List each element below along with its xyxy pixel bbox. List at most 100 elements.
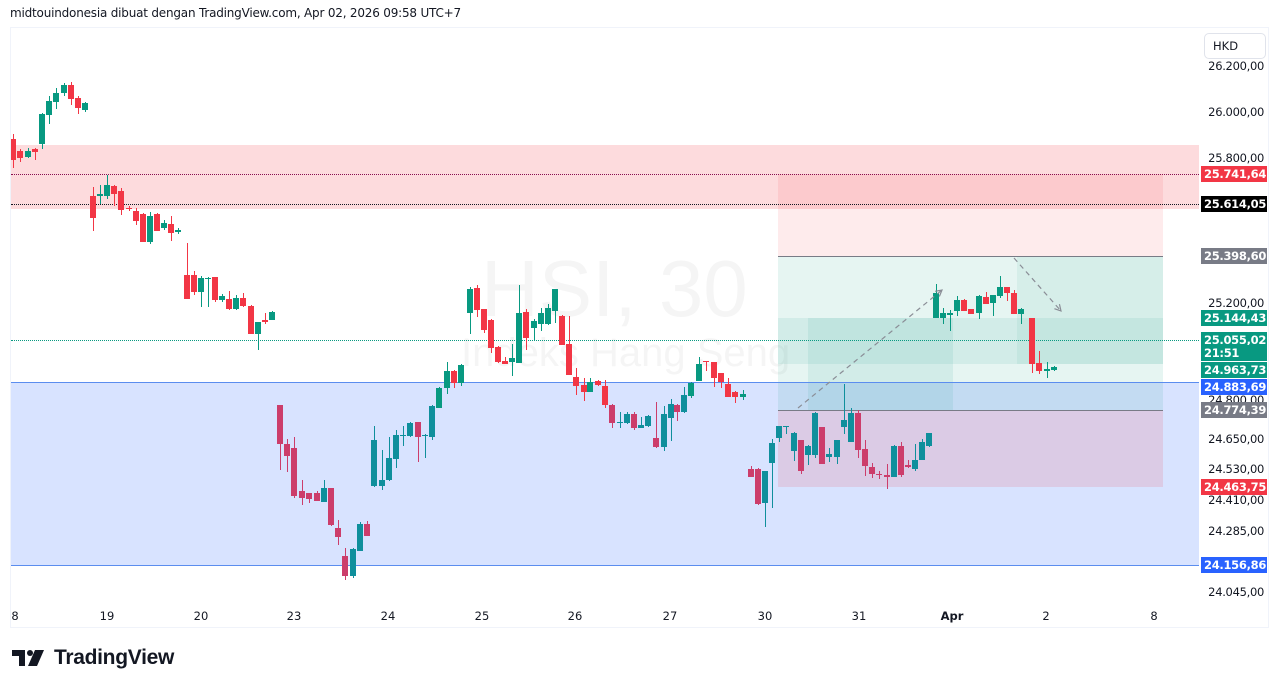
demand-bottom-line[interactable] [11,565,1199,566]
candle-wick [258,322,259,350]
candle-body [968,309,974,314]
candle-wick [786,426,787,434]
candle-body [400,435,406,436]
candle-body [834,440,840,457]
price-tag-label: 21:51 [1201,345,1267,361]
candle-body [826,454,832,457]
candle-body [82,103,88,110]
candle-body [624,414,630,423]
candle-wick [208,277,209,307]
position-target-line[interactable] [778,256,1163,257]
candle-wick [505,357,506,364]
candle-wick [908,460,909,468]
time-tick-label: 30 [757,609,773,623]
candle-body [364,524,370,536]
tradingview-logo[interactable]: TradingView [12,646,174,670]
candle-body [161,223,167,228]
position-target-area[interactable] [778,256,1163,410]
current-price-line[interactable] [11,340,1199,341]
candle-body [407,423,413,436]
candle-body [226,299,232,309]
candle-wick [534,319,535,340]
candle-wick [844,384,845,434]
price-pane[interactable]: HSI, 30 Indeks Hang Seng [11,28,1199,603]
time-tick-label: Apr [940,609,964,623]
candle-wick [950,310,951,331]
candle-body [415,422,421,437]
candle-body [284,444,290,456]
candle-body [198,278,204,292]
candle-body [328,488,334,525]
price-tag-label: 24.774,39 [1201,402,1267,418]
candle-body [891,446,897,477]
position-stop-area[interactable] [778,174,1163,256]
candle-body [436,388,442,408]
candle-body [17,151,23,158]
candle-body [509,358,515,362]
candle-body [755,469,761,504]
chart-attribution: midtouindonesia dibuat dengan TradingVie… [10,6,461,20]
candle-body [732,392,738,397]
price-tick-label: 24.410,00 [1208,493,1264,507]
candle-body [61,85,67,93]
projection-box-3[interactable] [1017,256,1163,364]
candle-body [609,405,615,423]
candle-body [912,460,918,469]
projection-arrow-up[interactable] [797,289,943,409]
candle-body [147,216,153,242]
candle-body [884,475,890,477]
candle-body [429,406,435,437]
currency-button[interactable]: HKD [1204,33,1266,59]
candle-body [219,296,225,300]
candle-wick [993,295,994,316]
candle-wick [677,404,678,421]
resistance-line-1[interactable] [11,174,1199,175]
time-tick-label: 31 [851,609,867,623]
candle-body [688,383,694,396]
candle-body [1029,318,1035,364]
candle-body [812,413,818,455]
candle-body [335,528,341,537]
candle-body [783,426,789,427]
candle-body [262,320,268,322]
price-tag-label: 25.741,64 [1201,166,1267,182]
price-axis[interactable]: HKD 26.200,00 26.000,00 25.800,00 25.200,00… [1199,28,1268,603]
candle-wick [1007,287,1008,301]
candle-body [703,361,709,362]
candle-body [631,414,637,428]
candle-wick [187,243,188,299]
candle-body [798,440,804,471]
position-entry-line[interactable] [778,410,1163,411]
candle-body [1036,363,1042,371]
price-tick-label: 24.045,00 [1208,585,1264,599]
chart-frame: HSI, 30 Indeks Hang Seng HKD 26.200,00 26… [10,27,1269,628]
candle-body [277,405,283,444]
demand-zone[interactable] [11,382,1199,566]
candle-body [905,465,911,467]
price-tick-label: 24.650,00 [1208,432,1264,446]
tradingview-logo-icon [12,650,44,666]
candle-wick [671,399,672,441]
projection-box-2[interactable] [778,318,1163,364]
projection-box-1[interactable] [808,318,953,410]
candle-body [488,320,494,348]
candle-body [39,114,45,144]
candle-body [212,277,218,300]
candle-body [862,449,868,466]
price-tag-label: 24.156,86 [1201,557,1267,573]
candle-body [876,474,882,475]
supply-zone[interactable] [11,145,1199,209]
candle-wick [35,148,36,160]
candle-wick [403,426,404,446]
candle-body [855,413,861,450]
candle-body [617,422,623,423]
candle-body [306,493,312,499]
time-axis[interactable]: 8 19 20 23 24 25 26 27 30 31 Apr 2 8 [11,603,1268,627]
projection-arrows [797,257,1062,409]
projection-arrow-down[interactable] [1013,257,1062,312]
time-tick-label: 2 [1042,609,1050,623]
resistance-line-2[interactable] [11,204,1199,205]
candle-body [240,298,246,306]
candle-body [581,385,587,392]
time-tick-label: 27 [662,609,678,623]
